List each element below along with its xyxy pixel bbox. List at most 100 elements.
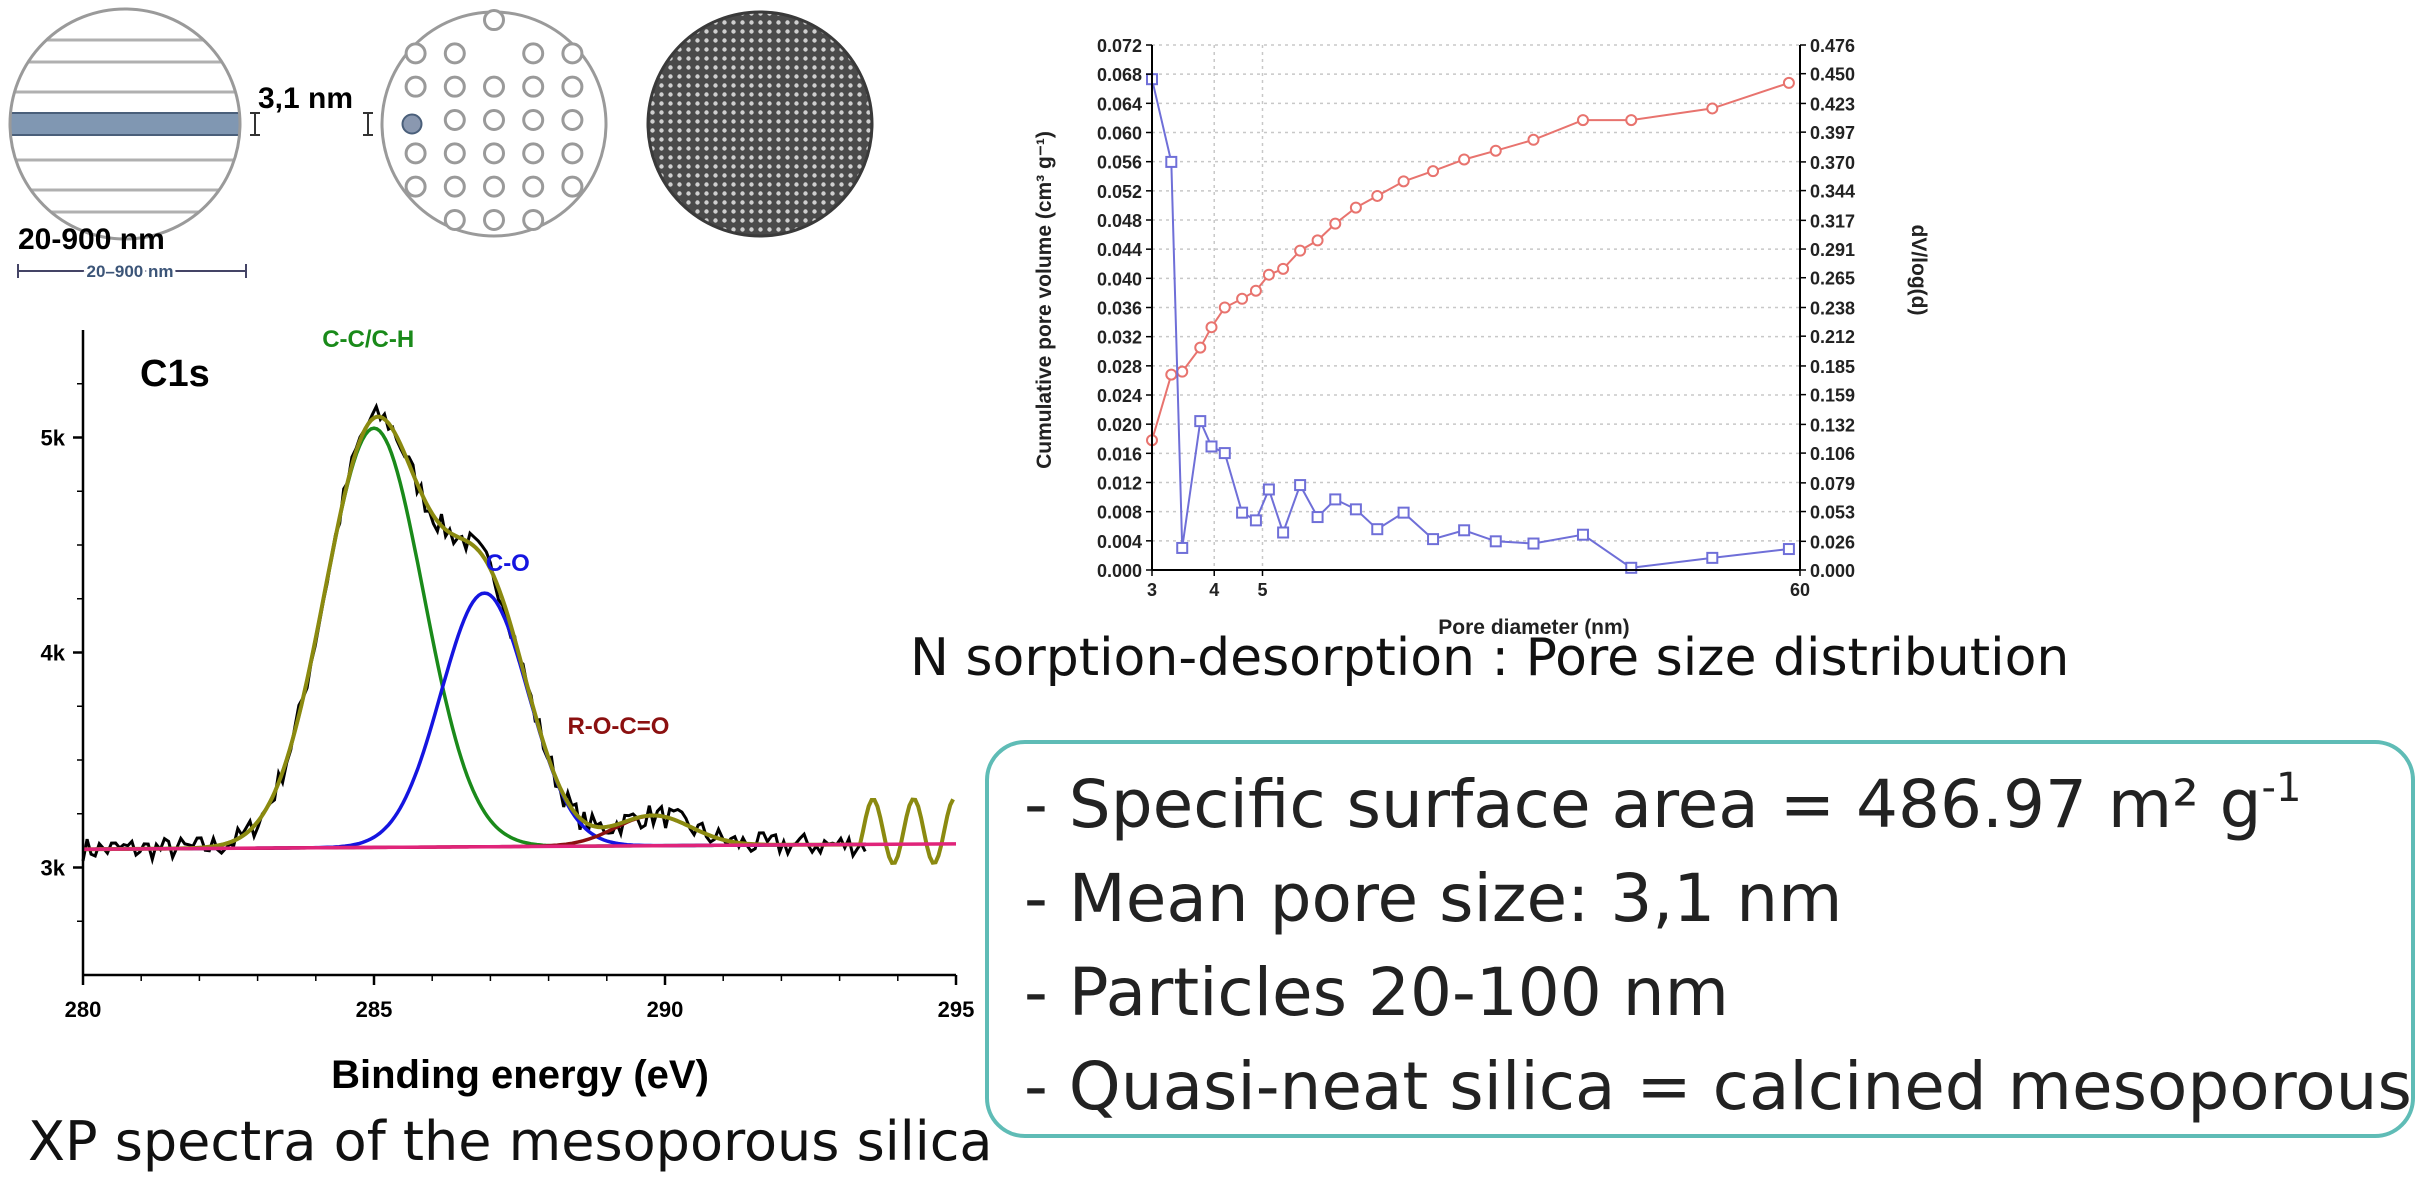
pore-left-tick-label: 0.004 (1097, 532, 1142, 552)
pore-dot (404, 75, 427, 98)
pore-caption: N sorption-desorption : Pore size distri… (910, 628, 2070, 688)
xps-y-tick-label: 3k (41, 856, 66, 881)
pore-dot (483, 75, 505, 98)
pore-size-label: 3,1 nm (258, 82, 353, 115)
dv-logd-point (1527, 537, 1540, 550)
channel-side-schematic (8, 7, 373, 278)
pore-left-tick-label: 0.064 (1097, 94, 1142, 114)
pore-left-tick-label: 0.068 (1097, 65, 1142, 85)
dv-logd-point (1236, 506, 1249, 519)
pore-dot (443, 175, 466, 198)
xps-x-tick-label: 290 (647, 997, 684, 1022)
pore-dot (483, 142, 505, 165)
cumulative-volume-point (1397, 175, 1410, 188)
pore-dot (404, 142, 427, 165)
pore-x-tick-label: 3 (1147, 580, 1157, 600)
pore-right-tick-label: 0.423 (1810, 94, 1855, 114)
summary-surface-area: - Specific surface area = 486.97 m² g-1 (1024, 765, 2302, 843)
pore-right-tick-label: 0.106 (1810, 444, 1855, 464)
cumulative-volume-point (1349, 201, 1362, 214)
pore-right-tick-label: 0.238 (1810, 299, 1855, 319)
summary-particle-size: - Particles 20-100 nm (1024, 954, 1729, 1031)
dv-logd-point (1329, 493, 1342, 506)
xps-x-tick-label: 280 (65, 997, 102, 1022)
cumulative-volume-point (1782, 76, 1795, 89)
dv-logd-point (1294, 479, 1307, 492)
cumulative-volume-point (1706, 102, 1719, 115)
pore-dot (522, 75, 545, 98)
pore-cross-section-schematic (380, 9, 608, 238)
dv-logd-point (1194, 415, 1207, 428)
pore-dot (443, 142, 466, 165)
cumulative-volume-point (1625, 114, 1638, 127)
dv-logd-point (1625, 561, 1638, 574)
pore-right-tick-label: 0.344 (1810, 182, 1855, 202)
pore-dot (561, 175, 584, 198)
pore-dot (483, 208, 505, 231)
cumulative-volume-point (1262, 268, 1275, 281)
pore-right-tick-label: 0.450 (1810, 65, 1855, 85)
pore-left-tick-label: 0.072 (1097, 36, 1142, 56)
pore-right-tick-label: 0.026 (1810, 532, 1855, 552)
cumulative-volume-point (1311, 234, 1324, 247)
cumulative-volume-point (1527, 133, 1540, 146)
dv-logd-point (1205, 440, 1218, 453)
pore-right-tick-label: 0.476 (1810, 36, 1855, 56)
cumulative-volume-point (1236, 292, 1249, 305)
xps-caption: XP spectra of the mesoporous silica (28, 1110, 993, 1173)
pore-dot (443, 42, 466, 65)
pore-dot (404, 42, 427, 65)
pore-right-tick-label: 0.265 (1810, 269, 1855, 289)
pore-right-axis-label: dV/log(d) (1907, 225, 1930, 316)
xps-c1s-chart: 280 285 290 295 3k 4k 5k C1s Binding energy (eV)… (41, 326, 975, 1097)
pore-dot (483, 9, 505, 32)
pore-dot (443, 75, 466, 98)
peak-label: C-O (486, 550, 530, 577)
dv-logd-point (1427, 533, 1440, 546)
pore-size-distribution-chart: 0.000 0.004 0.008 0.012 0.016 0.020 0.024 0.028… (1033, 36, 1930, 639)
cumulative-volume-point (1576, 114, 1589, 127)
dv-logd-point (1371, 523, 1384, 536)
pore-right-tick-label: 0.079 (1810, 474, 1855, 494)
dv-logd-point (1576, 528, 1589, 541)
pore-left-tick-label: 0.052 (1097, 182, 1142, 202)
pore-dot (443, 109, 466, 131)
pore-left-tick-label: 0.028 (1097, 357, 1142, 377)
xps-x-tick-label: 285 (356, 997, 393, 1022)
highlighted-pore (401, 113, 423, 135)
pore-dot (483, 109, 505, 131)
dv-logd-point (1706, 551, 1719, 564)
baseline-line (82, 842, 957, 851)
dv-logd-point (1397, 506, 1410, 519)
pore-left-tick-label: 0.044 (1097, 240, 1142, 260)
component-line-1 (83, 591, 866, 851)
peak-label: C-C/C-H (322, 326, 414, 353)
dv-logd-point (1218, 447, 1231, 460)
cumulative-volume-point (1165, 368, 1178, 381)
pore-x-tick-label: 60 (1790, 580, 1810, 600)
pore-left-tick-label: 0.000 (1097, 561, 1142, 581)
cumulative-volume-point (1218, 301, 1231, 314)
cumulative-volume-point (1489, 144, 1502, 157)
tem-particle-image (646, 10, 874, 238)
pore-x-tick-label: 4 (1209, 580, 1219, 600)
pore-left-tick-label: 0.036 (1097, 299, 1142, 319)
dv-logd-point (1176, 541, 1189, 554)
dv-logd-point (1262, 483, 1275, 496)
summary-box: - Specific surface area = 486.97 m² g-1 … (985, 740, 2415, 1138)
pore-dot (522, 109, 545, 131)
dv-logd-point (1165, 155, 1178, 168)
dv-logd-point (1277, 526, 1290, 539)
pore-dot (522, 208, 545, 231)
peak-label: R-O-C=O (567, 713, 669, 740)
raw-spectrum-line (81, 402, 867, 866)
cumulative-volume-point (1205, 321, 1218, 334)
pore-right-tick-label: 0.370 (1810, 153, 1855, 173)
scale-bar-label: 20–900 nm (87, 262, 174, 281)
particle-size-label: 20-900 nm (18, 223, 165, 256)
cumulative-volume-line (1151, 81, 1790, 441)
pore-right-tick-label: 0.185 (1810, 357, 1855, 377)
pore-right-tick-label: 0.317 (1810, 211, 1855, 231)
pore-left-tick-label: 0.016 (1097, 444, 1142, 464)
dv-logd-point (1458, 524, 1471, 537)
